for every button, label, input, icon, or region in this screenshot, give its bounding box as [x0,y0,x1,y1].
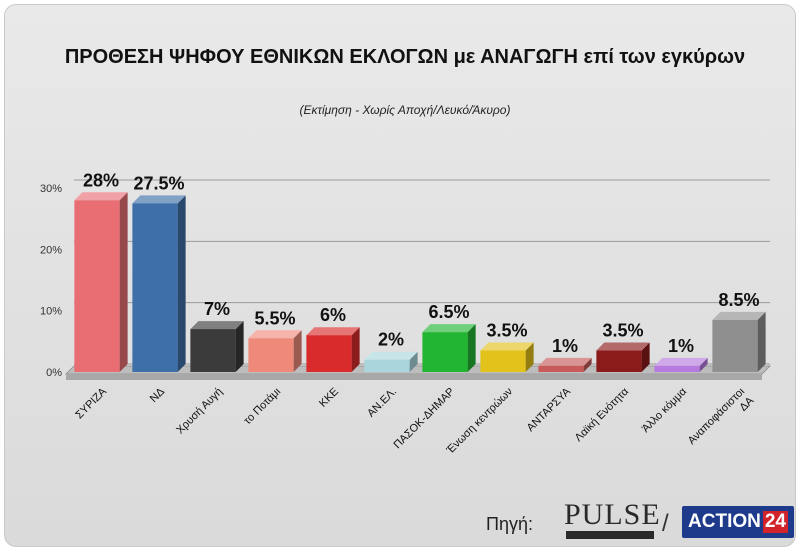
bar-top [132,195,186,204]
chart-title: ΠΡΟΘΕΣΗ ΨΗΦΟΥ ΕΘΝΙΚΩΝ ΕΚΛΟΓΩΝ με ΑΝΑΓΩΓΗ… [64,46,746,68]
x-tick-label: ΣΥΡΙΖΑ [73,385,109,421]
bar-side [235,321,244,372]
x-tick-label: Άλλο κόμμα [640,385,690,435]
data-label: 3.5% [602,321,643,341]
data-label: 2% [378,330,404,350]
bar-top [654,357,708,366]
logo-separator: / [662,510,669,537]
x-tick-label: Λαϊκή Ενότητα [573,385,632,444]
x-tick-label: ΝΔ [148,385,168,405]
bar-top [596,342,650,351]
bar [712,319,758,372]
bar-top [74,192,128,201]
bar [74,200,120,372]
data-label: 7% [204,299,230,319]
x-tick-label: ΚΚΕ [317,386,341,410]
bar-side [351,327,360,372]
pulse-logo: PULSE [564,498,660,542]
bar [248,338,294,372]
chart-floor-edge [66,374,762,380]
bar [190,329,236,372]
bar-top [538,357,592,366]
data-label: 28% [83,170,119,190]
bar-side [467,324,476,372]
source-label: Πηγή: [486,514,534,534]
bar-side [119,192,128,372]
bar-side [409,351,418,372]
y-tick-label: 20% [40,244,62,256]
pulse-logo-word: PULSE [564,498,661,531]
bar [596,350,642,372]
bar-top [712,311,766,320]
action24-logo: ACTION 24 [682,506,794,538]
x-tick-label: ΑναποφάσιστοιΔΑ [686,385,757,456]
bar-side [641,342,650,372]
bar-top [306,327,360,336]
bar-side [177,195,186,372]
data-label: 3.5% [486,321,527,341]
bar-top [480,342,534,351]
action-logo-word: ACTION [688,511,761,532]
bar [654,365,700,372]
data-label: 6.5% [428,302,469,322]
bar [364,359,410,372]
y-tick-label: 10% [40,306,62,318]
y-tick-label: 0% [46,367,62,379]
bar-top [190,321,244,330]
data-label: 27.5% [133,173,184,193]
data-label: 1% [668,336,694,356]
bar [132,203,178,372]
bar-side [583,357,592,372]
bar-side [293,330,302,372]
data-label: 6% [320,305,346,325]
chart-subtitle: (Εκτίμηση - Χωρίς Αποχή/Λευκό/Άκυρο) [299,103,511,117]
bar [538,365,584,372]
x-tick-label: ΑΝΤΑΡΣΥΑ [525,385,574,434]
x-tick-label: ΠΑΣΟΚ-ΔΗΜΑΡ [392,386,458,452]
bar-side [699,357,708,372]
x-tick-label: το Ποτάμι [242,385,284,427]
x-tick-label: Χρυσή Αυγή [174,386,225,437]
action-logo-number: 24 [762,511,788,533]
y-tick-label: 30% [40,183,62,195]
data-label: 5.5% [254,308,295,328]
bar [422,332,468,372]
bar-top [248,330,302,339]
bar-side [757,311,766,372]
data-label: 1% [552,336,578,356]
bar [306,335,352,372]
bar-top [422,324,476,333]
bar-side [525,342,534,372]
pulse-logo-underline [566,531,654,539]
bar-top [364,351,418,360]
data-label: 8.5% [718,290,759,310]
x-tick-label: ΑΝ.ΕΛ. [365,386,399,420]
bar [480,350,526,372]
